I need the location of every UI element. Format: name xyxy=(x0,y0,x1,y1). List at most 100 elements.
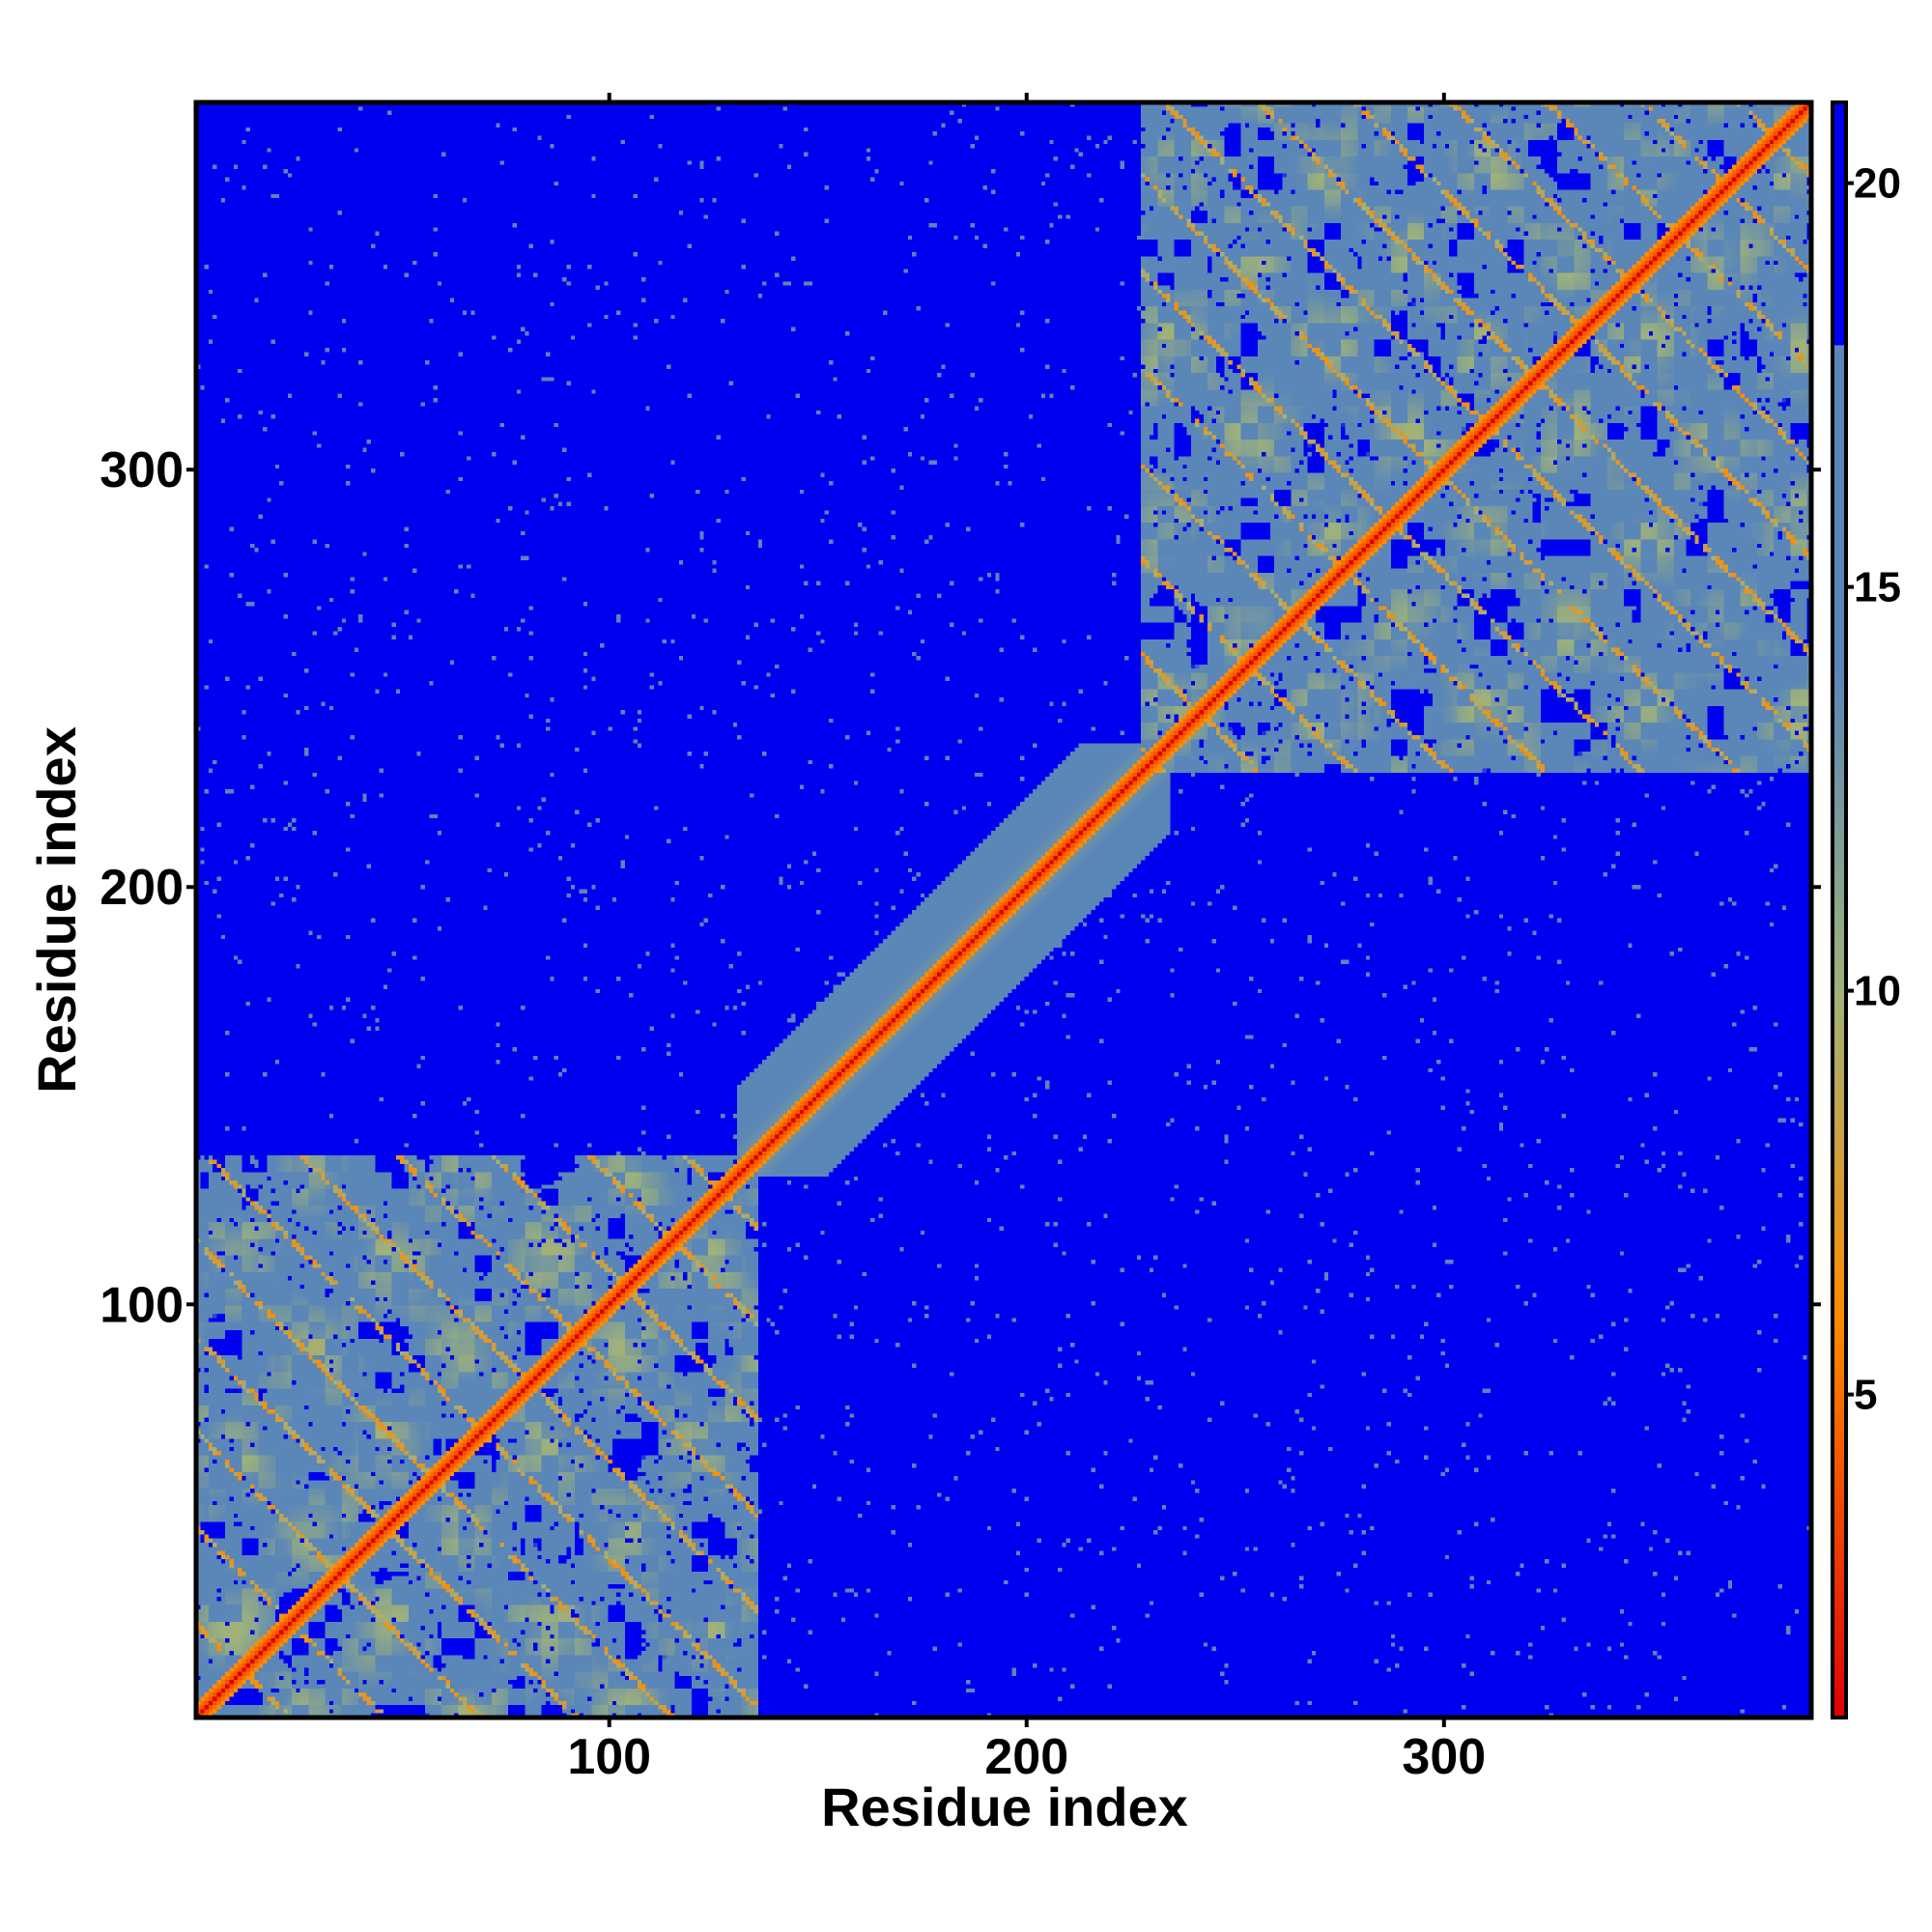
colorbar-segment xyxy=(1833,1507,1846,1517)
colorbar-tick-label: 15 xyxy=(1854,564,1901,611)
y-axis-title: Residue index xyxy=(26,726,87,1094)
colorbar-segment xyxy=(1833,158,1846,168)
colorbar-segment xyxy=(1833,554,1846,564)
colorbar-segment xyxy=(1833,1233,1846,1242)
colorbar-segment xyxy=(1833,837,1846,846)
colorbar-segment xyxy=(1833,619,1846,628)
colorbar-segment xyxy=(1833,151,1846,160)
colorbar-segment xyxy=(1833,1038,1846,1048)
colorbar-segment xyxy=(1833,1644,1846,1654)
y-tick-label: 300 xyxy=(99,442,184,498)
colorbar-segment xyxy=(1833,675,1846,685)
x-axis: 100 200 300 xyxy=(567,93,1486,1785)
colorbar-segment xyxy=(1833,1055,1846,1065)
colorbar-segment xyxy=(1833,1087,1846,1096)
colorbar-segment xyxy=(1833,570,1846,580)
colorbar-segment xyxy=(1833,651,1846,661)
colorbar-segment xyxy=(1833,1208,1846,1218)
colorbar-tick-label: 5 xyxy=(1854,1372,1877,1419)
colorbar-segment xyxy=(1833,1378,1846,1387)
x-tick-label: 300 xyxy=(1402,1729,1486,1785)
colorbar-segment xyxy=(1833,514,1846,524)
y-tick-label: 200 xyxy=(99,860,184,916)
colorbar-segment xyxy=(1833,918,1846,927)
colorbar-segment xyxy=(1833,127,1846,136)
colorbar-segment xyxy=(1833,861,1846,870)
colorbar-segment xyxy=(1833,1483,1846,1492)
colorbar-segment xyxy=(1833,1200,1846,1209)
colorbar-segment xyxy=(1833,296,1846,305)
colorbar-segment xyxy=(1833,1475,1846,1485)
colorbar-segment xyxy=(1833,473,1846,483)
colorbar-segment xyxy=(1833,441,1846,451)
colorbar-segment xyxy=(1833,530,1846,540)
colorbar-segment xyxy=(1833,1071,1846,1081)
colorbar-segment xyxy=(1833,748,1846,757)
y-tick-label: 100 xyxy=(99,1277,184,1333)
colorbar-segment xyxy=(1833,328,1846,338)
colorbar-segment xyxy=(1833,740,1846,750)
colorbar-segment xyxy=(1833,998,1846,1008)
colorbar-segment xyxy=(1833,1136,1846,1146)
colorbar-segment xyxy=(1833,377,1846,386)
colorbar-segment xyxy=(1833,894,1846,903)
colorbar-segment xyxy=(1833,1151,1846,1161)
colorbar-segment xyxy=(1833,215,1846,224)
colorbar-segment xyxy=(1833,853,1846,863)
colorbar-segment xyxy=(1833,1491,1846,1500)
colorbar-segment xyxy=(1833,974,1846,983)
colorbar-segment xyxy=(1833,255,1846,265)
colorbar-segment xyxy=(1833,1257,1846,1266)
colorbar-segment xyxy=(1833,699,1846,709)
colorbar-segment xyxy=(1833,312,1846,322)
colorbar-segment xyxy=(1833,1168,1846,1178)
colorbar-segment xyxy=(1833,1079,1846,1089)
colorbar-segment xyxy=(1833,1402,1846,1411)
colorbar-segment xyxy=(1833,1442,1846,1452)
colorbar-segment xyxy=(1833,1555,1846,1565)
colorbar-segment xyxy=(1833,1370,1846,1379)
colorbar-segment xyxy=(1833,142,1846,152)
colorbar-segment xyxy=(1833,877,1846,887)
colorbar-segment xyxy=(1833,1451,1846,1461)
colorbar-segment xyxy=(1833,207,1846,216)
colorbar-segment xyxy=(1833,934,1846,944)
colorbar-segment xyxy=(1833,1305,1846,1315)
colorbar-segment xyxy=(1833,885,1846,895)
colorbar-segment xyxy=(1833,166,1846,176)
colorbar-segment xyxy=(1833,781,1846,790)
colorbar-segment xyxy=(1833,683,1846,693)
colorbar-segment xyxy=(1833,449,1846,459)
colorbar-segment xyxy=(1833,1612,1846,1622)
colorbar-segment xyxy=(1833,1353,1846,1363)
colorbar-segment xyxy=(1833,950,1846,959)
colorbar-segment xyxy=(1833,845,1846,855)
colorbar-segment xyxy=(1833,538,1846,548)
colorbar-segment xyxy=(1833,1249,1846,1259)
colorbar-segment xyxy=(1833,1338,1846,1348)
colorbar-segment xyxy=(1833,1620,1846,1630)
colorbar-segment xyxy=(1833,724,1846,733)
colorbar-segment xyxy=(1833,360,1846,370)
colorbar-segment xyxy=(1833,635,1846,644)
colorbar-segment xyxy=(1833,1588,1846,1598)
colorbar-segment xyxy=(1833,247,1846,257)
colorbar-segment xyxy=(1833,134,1846,144)
colorbar-segment xyxy=(1833,1264,1846,1274)
colorbar-segment xyxy=(1833,982,1846,992)
colorbar-segment xyxy=(1833,118,1846,128)
colorbar-segment xyxy=(1833,925,1846,935)
colorbar-segment xyxy=(1833,1418,1846,1428)
colorbar-segment xyxy=(1833,1466,1846,1476)
x-tick-label: 200 xyxy=(984,1729,1068,1785)
colorbar-segment xyxy=(1833,627,1846,637)
colorbar-segment xyxy=(1833,102,1846,111)
colorbar-segment xyxy=(1833,1685,1846,1694)
colorbar-segment xyxy=(1833,1701,1846,1711)
colorbar-segment xyxy=(1833,522,1846,531)
colorbar-segment xyxy=(1833,1014,1846,1024)
colorbar-segment xyxy=(1833,497,1846,507)
colorbar-segment xyxy=(1833,812,1846,822)
colorbar-segment xyxy=(1833,320,1846,329)
